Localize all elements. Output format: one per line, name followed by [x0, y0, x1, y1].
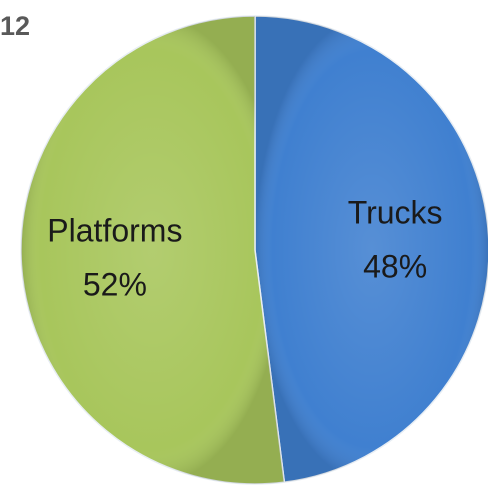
slice-value-label: 52%	[83, 266, 147, 302]
slice-shade	[21, 16, 285, 484]
chart-title: 12	[0, 11, 30, 41]
slice-label: Trucks	[348, 195, 443, 231]
slice-value-label: 48%	[363, 249, 427, 285]
slice-shade	[255, 16, 488, 483]
slice-label: Platforms	[47, 212, 182, 248]
